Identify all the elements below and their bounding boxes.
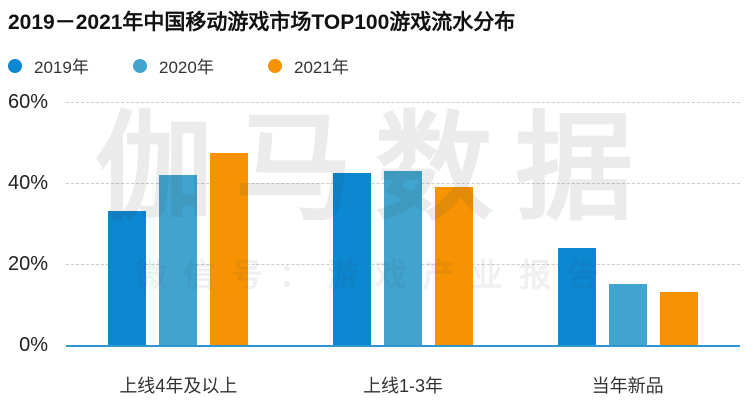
bar-2019年-当年新品 [557, 247, 596, 345]
bar-2020年-上线4年及以上 [159, 174, 198, 345]
legend-label: 2021年 [294, 58, 349, 77]
y-axis-label: 20% [7, 253, 48, 275]
y-axis-label: 0% [19, 334, 48, 356]
bar-2021年-上线4年及以上 [210, 152, 249, 345]
legend-dot-icon [8, 58, 22, 73]
bar-2021年-上线1-3年 [435, 187, 473, 345]
legend-item-2021年: 2021年 [268, 53, 349, 78]
legend: 2019年 2020年 2021年 [0, 53, 750, 77]
bar-2021年-当年新品 [659, 292, 698, 345]
y-axis-label: 60% [7, 91, 48, 113]
x-axis-line [66, 345, 740, 347]
gridline-60% [66, 102, 740, 103]
legend-label: 2019年 [34, 58, 89, 77]
x-axis-label: 上线4年及以上 [119, 376, 238, 396]
legend-label: 2020年 [159, 58, 214, 77]
bar-2020年-上线1-3年 [384, 170, 422, 345]
y-axis-label: 40% [7, 172, 48, 194]
bar-2019年-上线4年及以上 [108, 211, 147, 345]
bar-2019年-上线1-3年 [333, 172, 371, 345]
bar-2020年-当年新品 [608, 284, 647, 345]
legend-dot-icon [268, 58, 282, 73]
x-axis-label: 当年新品 [591, 376, 664, 396]
legend-item-2019年: 2019年 [8, 53, 89, 78]
legend-item-2020年: 2020年 [133, 53, 214, 78]
x-axis-label: 上线1-3年 [362, 376, 443, 396]
chart-title: 2019－2021年中国移动游戏市场TOP100游戏流水分布 [8, 11, 516, 34]
legend-dot-icon [133, 58, 147, 73]
